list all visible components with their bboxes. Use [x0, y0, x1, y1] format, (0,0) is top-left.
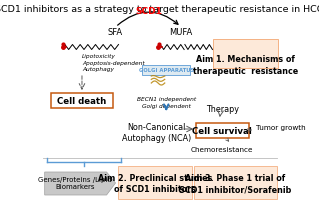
Text: SCD1 inhibitors as a strategy to target therapeutic resistance in HCC: SCD1 inhibitors as a strategy to target … — [0, 5, 319, 14]
FancyBboxPatch shape — [51, 93, 113, 107]
Text: Genes/Proteins /Lipid
Biomarkers: Genes/Proteins /Lipid Biomarkers — [38, 177, 112, 190]
Text: SCD1: SCD1 — [135, 7, 162, 16]
Text: Aim 3. Phase 1 trial of
SCD1 inhibitor/Sorafenib: Aim 3. Phase 1 trial of SCD1 inhibitor/S… — [179, 174, 292, 194]
FancyBboxPatch shape — [213, 39, 278, 67]
Text: Therapy: Therapy — [206, 105, 239, 114]
Text: MUFA: MUFA — [169, 28, 193, 37]
FancyBboxPatch shape — [194, 165, 277, 199]
Text: Lipotoxicity
Apoptosis-dependent
Autophagy: Lipotoxicity Apoptosis-dependent Autopha… — [82, 54, 145, 72]
FancyBboxPatch shape — [142, 64, 190, 75]
Text: Non-Canonical
Autophagy (NCA): Non-Canonical Autophagy (NCA) — [122, 123, 191, 143]
Text: Cell death: Cell death — [57, 97, 107, 105]
Text: BECN1 independent
Golgi dependent: BECN1 independent Golgi dependent — [137, 97, 196, 109]
Polygon shape — [45, 172, 115, 195]
Text: Chemoresistance: Chemoresistance — [191, 147, 253, 153]
Text: SFA: SFA — [108, 28, 123, 37]
Text: GOLGI APPARATUS: GOLGI APPARATUS — [138, 68, 194, 73]
FancyBboxPatch shape — [118, 165, 192, 199]
Text: Aim 2. Preclinical studies
of SCD1 inhibitors: Aim 2. Preclinical studies of SCD1 inhib… — [98, 174, 212, 194]
Text: Aim 1. Mechanisms of
therapeutic  resistance: Aim 1. Mechanisms of therapeutic resista… — [193, 55, 298, 76]
FancyBboxPatch shape — [196, 122, 249, 138]
Text: Tumor growth: Tumor growth — [256, 125, 305, 131]
FancyArrowPatch shape — [118, 12, 178, 25]
Text: Cell survival: Cell survival — [192, 126, 252, 136]
